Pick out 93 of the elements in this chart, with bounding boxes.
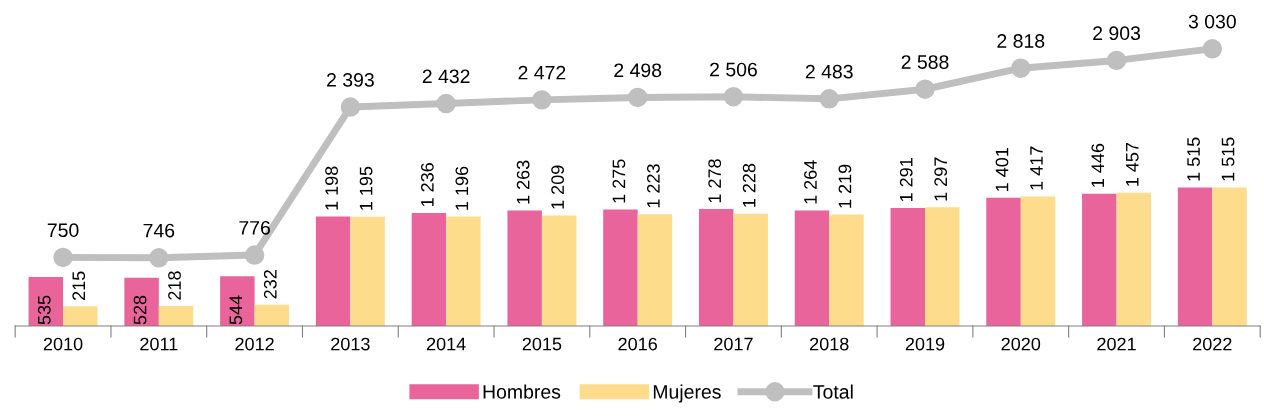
data-label: 2 393 <box>327 73 374 87</box>
bar <box>890 207 925 327</box>
data-label: 746 <box>143 223 175 238</box>
x-tick-label: 2013 <box>331 337 370 351</box>
data-label: 1 417 <box>1030 146 1043 190</box>
point <box>532 90 552 110</box>
bar <box>254 304 290 327</box>
data-label: 528 <box>133 295 147 325</box>
data-label: 776 <box>239 220 270 235</box>
x-tick-label: 2016 <box>618 337 657 351</box>
point <box>627 87 648 108</box>
bar <box>637 214 673 327</box>
point <box>53 247 73 268</box>
x-tick-label: 2011 <box>140 337 178 351</box>
data-label: 2 506 <box>710 62 757 77</box>
data-label: 2 432 <box>422 69 470 84</box>
data-label: 1 278 <box>708 159 722 203</box>
point <box>1011 58 1031 78</box>
bar <box>220 276 255 327</box>
bar <box>158 306 194 327</box>
bar <box>350 216 385 327</box>
x-tick-label: 2021 <box>1097 337 1136 351</box>
data-label: 2 498 <box>614 63 662 78</box>
bar <box>315 216 351 327</box>
point <box>340 97 361 117</box>
point <box>1106 50 1127 71</box>
data-label: 535 <box>37 295 51 325</box>
bar <box>698 209 734 327</box>
data-label: 1 219 <box>838 164 852 208</box>
point <box>149 248 169 268</box>
data-label: 1 223 <box>646 164 660 208</box>
data-label: 1 275 <box>612 159 626 203</box>
data-label: 1 515 <box>1221 137 1235 181</box>
bar <box>1212 187 1247 327</box>
data-label: 750 <box>47 223 79 238</box>
bar <box>603 209 638 327</box>
bar <box>1116 192 1152 327</box>
x-tick-label: 2017 <box>714 337 753 351</box>
x-tick-label: 2014 <box>426 337 466 351</box>
x-tick-label: 2019 <box>905 337 945 351</box>
bar <box>124 277 159 327</box>
x-tick-label: 2015 <box>522 337 562 351</box>
data-label: 1 228 <box>742 163 756 207</box>
data-label: 1 446 <box>1091 143 1105 187</box>
data-label: 2 483 <box>805 64 853 79</box>
data-label: 215 <box>72 271 86 300</box>
x-tick-label: 2020 <box>1001 337 1041 351</box>
bar <box>794 210 830 327</box>
bar <box>63 306 98 327</box>
point <box>723 87 744 107</box>
legend-label: Hombres <box>483 384 561 399</box>
data-label: 2 818 <box>997 34 1045 48</box>
bar <box>986 197 1021 327</box>
bar <box>411 212 447 327</box>
x-tick-label: 2012 <box>235 337 274 351</box>
bar <box>507 210 542 327</box>
bar <box>1082 193 1117 327</box>
point <box>915 79 935 99</box>
x-tick-label: 2018 <box>810 337 849 351</box>
bar <box>925 207 960 327</box>
data-label: 544 <box>229 295 243 325</box>
data-label: 1 198 <box>325 166 338 210</box>
bar <box>829 214 864 327</box>
data-label: 1 291 <box>899 158 913 202</box>
data-label: 232 <box>263 270 277 299</box>
point <box>1202 39 1223 59</box>
data-label: 1 209 <box>551 165 564 209</box>
bar <box>541 215 577 327</box>
data-label: 2 472 <box>518 65 566 80</box>
x-tick-label: 2022 <box>1193 337 1232 351</box>
data-label: 1 195 <box>359 166 373 210</box>
point <box>819 89 839 109</box>
data-label: 1 515 <box>1187 137 1200 181</box>
legend-label: Mujeres <box>653 384 721 403</box>
data-label: 1 401 <box>995 148 1009 191</box>
data-label: 3 030 <box>1188 14 1236 29</box>
data-label: 218 <box>168 271 181 300</box>
data-label: 2 588 <box>901 55 949 69</box>
data-label: 1 263 <box>516 160 530 204</box>
bar <box>733 213 768 327</box>
x-tick-label: 2010 <box>43 337 83 351</box>
bar <box>446 216 481 327</box>
point <box>244 245 265 265</box>
point <box>436 93 456 114</box>
data-label: 1 297 <box>934 157 948 201</box>
bar <box>1177 187 1213 327</box>
legend-label: Total <box>813 384 853 399</box>
bar <box>1020 196 1056 327</box>
data-label: 1 264 <box>804 160 817 204</box>
data-label: 1 457 <box>1126 142 1139 186</box>
data-label: 1 236 <box>420 163 434 207</box>
data-label: 2 903 <box>1093 26 1141 41</box>
data-label: 1 196 <box>455 166 469 210</box>
